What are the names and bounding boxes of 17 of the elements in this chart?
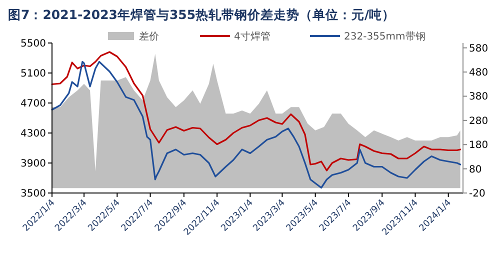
y2-tick-label: -20 bbox=[469, 188, 486, 200]
legend-label: 232-355mm带钢 bbox=[344, 30, 426, 42]
y2-tick-label: 480 bbox=[469, 68, 488, 79]
y-tick-label: 5500 bbox=[20, 38, 46, 50]
y2-tick-label: 180 bbox=[469, 140, 488, 152]
y2-tick-label: 380 bbox=[469, 92, 488, 103]
y-tick-label: 4300 bbox=[20, 128, 46, 140]
y-tick-label: 3500 bbox=[20, 188, 46, 200]
y2-tick-label: 80 bbox=[469, 164, 482, 176]
y2-tick-label: 580 bbox=[469, 43, 488, 54]
legend-label: 4寸焊管 bbox=[234, 30, 270, 42]
chart-title: 图7：2021-2023年焊管与355热轧带钢价差走势（单位：元/吨） bbox=[8, 7, 396, 22]
y2-tick-label: 280 bbox=[469, 116, 488, 127]
y-tick-label: 3900 bbox=[20, 158, 46, 170]
y-tick-label: 5100 bbox=[20, 68, 46, 80]
y-tick-label: 4700 bbox=[20, 98, 46, 110]
legend-label: 差价 bbox=[139, 30, 159, 42]
